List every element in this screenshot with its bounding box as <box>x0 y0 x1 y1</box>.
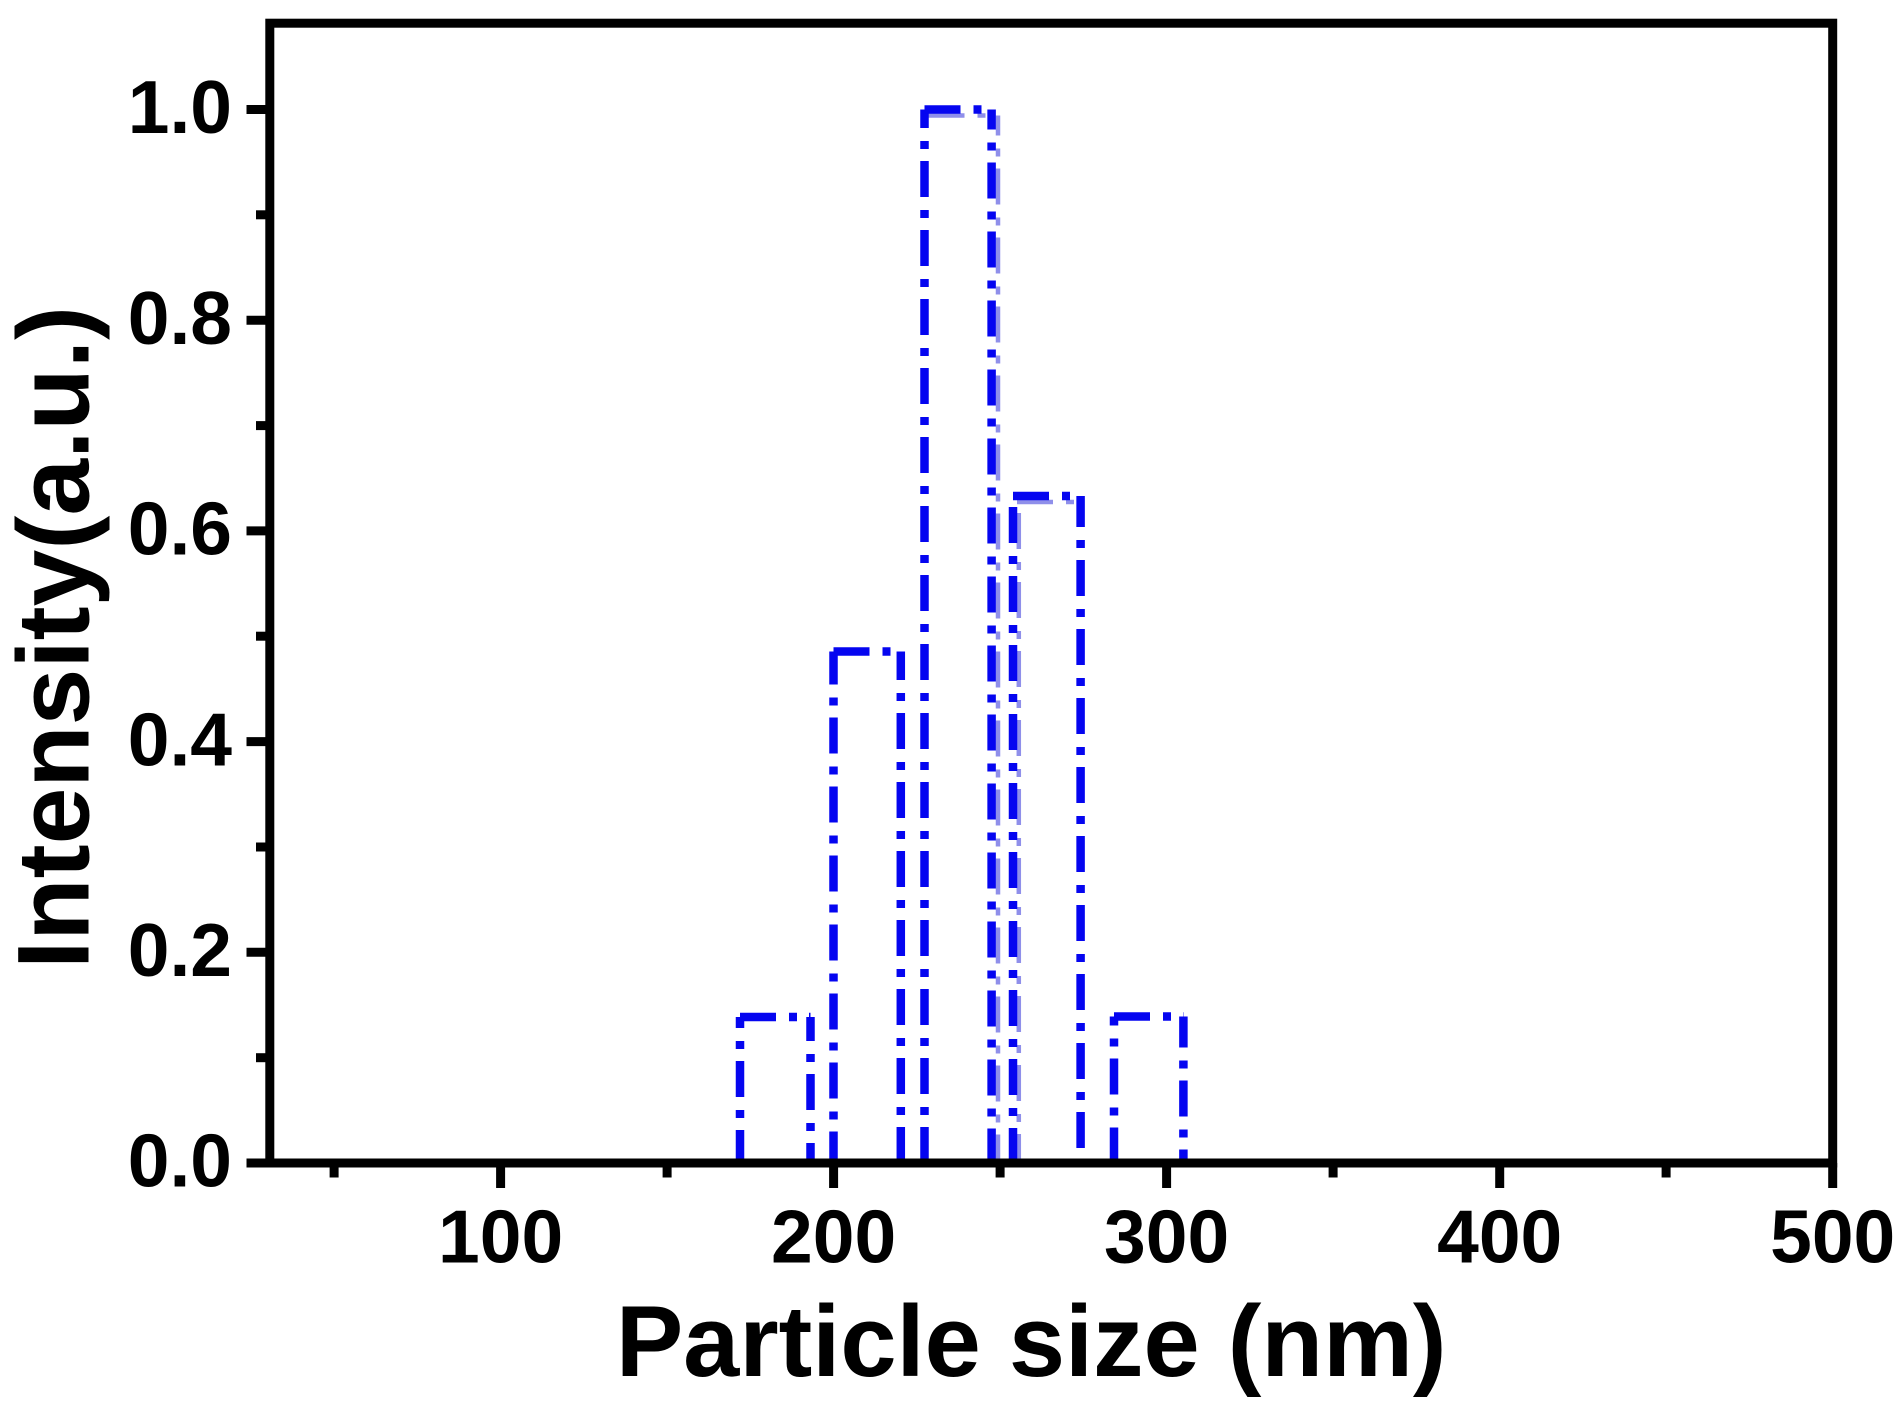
svg-text:100: 100 <box>438 1195 563 1279</box>
svg-text:0.8: 0.8 <box>128 276 232 360</box>
svg-text:0.4: 0.4 <box>128 697 233 781</box>
svg-text:1.0: 1.0 <box>128 65 232 149</box>
svg-text:0.0: 0.0 <box>128 1119 232 1203</box>
svg-text:Particle size (nm): Particle size (nm) <box>616 1286 1447 1398</box>
svg-text:0.6: 0.6 <box>128 487 232 571</box>
svg-text:Intensity(a.u.): Intensity(a.u.) <box>0 306 111 969</box>
svg-text:500: 500 <box>1770 1195 1895 1279</box>
svg-text:200: 200 <box>771 1195 896 1279</box>
svg-text:0.2: 0.2 <box>128 908 232 992</box>
svg-text:300: 300 <box>1104 1195 1229 1279</box>
svg-text:400: 400 <box>1437 1195 1562 1279</box>
